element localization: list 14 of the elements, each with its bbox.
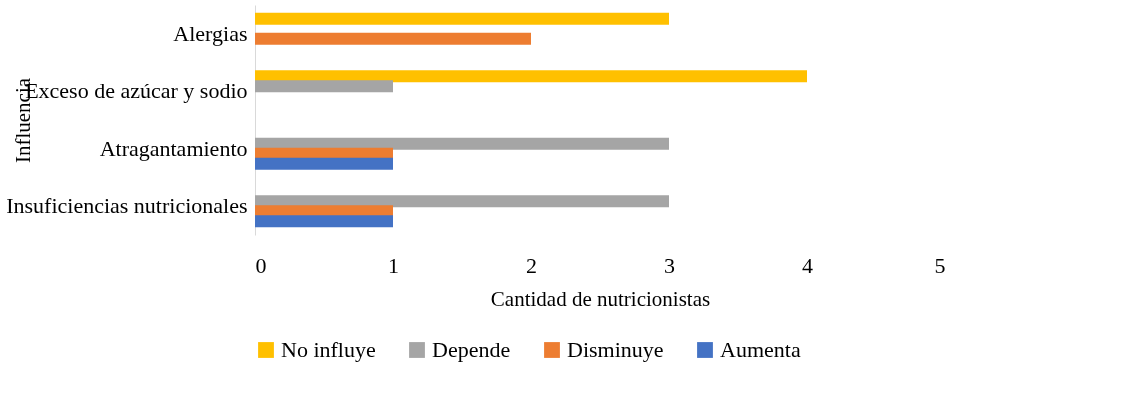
x-tick-label: 3 — [664, 252, 675, 278]
x-tick-label: 0 — [255, 252, 267, 278]
legend-label: Depende — [432, 337, 511, 362]
y-tick-label: Atragantamiento — [99, 135, 248, 161]
x-tick-label: 4 — [802, 252, 813, 278]
legend-label: Disminuye — [567, 337, 664, 362]
y-tick-label: Insuficiencias nutricionales — [6, 193, 248, 219]
legend-label: No influye — [281, 337, 376, 362]
x-axis-title: Cantidad de nutricionistas — [490, 286, 711, 311]
x-tick-label: 2 — [526, 252, 537, 278]
y-tick-label: Alergias — [173, 20, 248, 46]
legend-label: Aumenta — [720, 337, 801, 362]
x-tick-label: 1 — [388, 252, 399, 278]
x-tick-label: 5 — [934, 252, 946, 278]
